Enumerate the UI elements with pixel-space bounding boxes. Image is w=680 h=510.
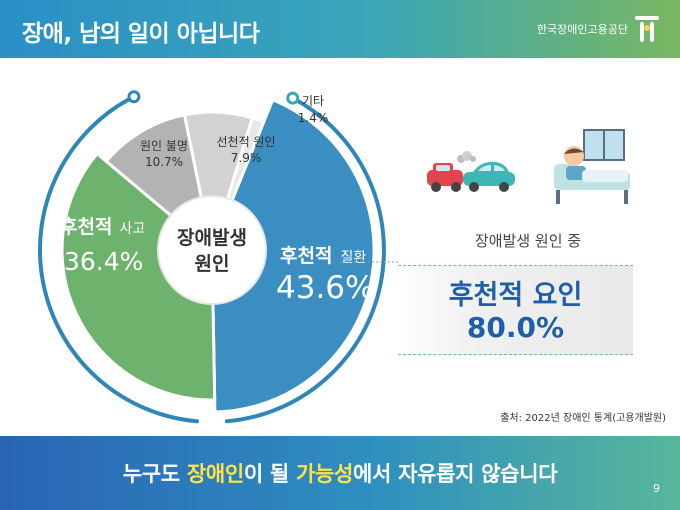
car-accident-icon bbox=[427, 151, 515, 192]
ring-arc-left bbox=[38, 94, 199, 424]
footer-text-3: 에서 자유롭지 않습니다 bbox=[353, 462, 558, 486]
summary-label: 장애발생 원인 중 bbox=[474, 232, 582, 250]
slice-value-illness: 43.6% bbox=[276, 270, 374, 306]
footer-text-2: 이 될 bbox=[243, 462, 296, 486]
footer-highlight-2: 가능성 bbox=[295, 462, 354, 486]
slice-value-congenital: 7.9% bbox=[231, 151, 262, 165]
slice-label-accident: 후천적 사고 bbox=[60, 216, 145, 238]
ring-end-dot-left bbox=[127, 90, 141, 104]
ring-end-dot-right bbox=[286, 91, 300, 105]
summary-value: 80.0% bbox=[466, 311, 565, 344]
source-note: 출처: 2022년 장애인 통계(고용개발원) bbox=[500, 413, 666, 424]
pie-slice-1 bbox=[210, 97, 376, 414]
page-number: 9 bbox=[653, 482, 660, 495]
center-disc bbox=[157, 195, 267, 305]
summary-band bbox=[398, 265, 633, 355]
footer-text-1: 누구도 bbox=[122, 462, 187, 486]
header-bar: 장애, 남의 일이 아닙니다 한국장애인고용공단 bbox=[0, 0, 680, 58]
slice-label-unknown: 원인 불명 bbox=[140, 139, 188, 153]
footer-message: 누구도 장애인이 될 가능성에서 자유롭지 않습니다 bbox=[0, 458, 680, 488]
slice-label-other: 기타 bbox=[302, 94, 324, 108]
page-title: 장애, 남의 일이 아닙니다 bbox=[22, 21, 260, 47]
footer-bar: 누구도 장애인이 될 가능성에서 자유롭지 않습니다 9 bbox=[0, 436, 680, 510]
org-name: 한국장애인고용공단 bbox=[536, 23, 628, 36]
center-label-1: 장애발생 bbox=[177, 227, 247, 249]
cause-pie-chart: 장애발생 원인 후천적 질환 43.6% 후천적 사고 36.4% 원인 불명 … bbox=[38, 90, 398, 424]
ring-arc-right bbox=[225, 96, 386, 424]
slice-value-unknown: 10.7% bbox=[145, 155, 183, 169]
summary-title: 후천적 요인 bbox=[448, 280, 583, 311]
slice-value-accident: 36.4% bbox=[64, 247, 143, 276]
slice-value-other: 1.4% bbox=[298, 111, 329, 125]
hospital-patient-icon bbox=[554, 129, 630, 204]
slice-label-congenital: 선천적 원인 bbox=[216, 134, 275, 149]
org-logo-icon bbox=[635, 16, 659, 42]
pie-slice-2 bbox=[60, 151, 217, 402]
footer-highlight-1: 장애인 bbox=[186, 462, 244, 486]
center-label-2: 원인 bbox=[195, 253, 230, 275]
slice-label-illness: 후천적 질환 bbox=[280, 245, 366, 267]
